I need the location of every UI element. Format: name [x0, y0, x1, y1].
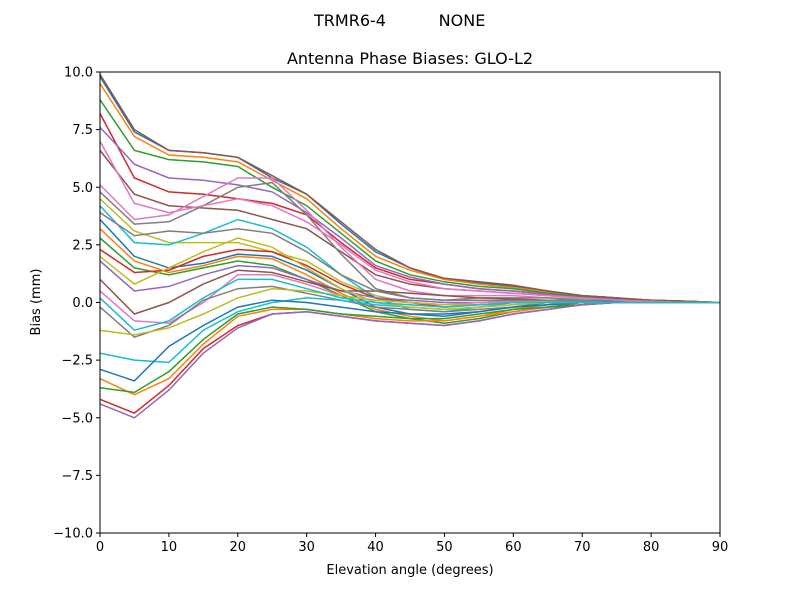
x-tick-label: 90	[712, 540, 729, 555]
series-lines	[99, 73, 721, 419]
series-line-30	[99, 278, 720, 332]
x-tick-label: 40	[367, 540, 384, 555]
y-tick-label: −5.0	[61, 411, 93, 426]
y-axis-label: Bias (mm)	[29, 269, 44, 336]
series-line-26	[99, 73, 721, 304]
y-tick-label: 5.0	[72, 181, 93, 196]
x-axis-label: Elevation angle (degrees)	[326, 563, 493, 578]
series-line-19	[99, 287, 720, 336]
y-tick-label: −7.5	[61, 469, 93, 484]
y-tick-label: 2.5	[72, 238, 93, 253]
x-axis: 0 10 20 30 40 50 60 70 80 90	[96, 533, 728, 555]
y-axis: −10.0 −7.5 −5.0 −2.5 0.0 2.5 5.0 7.5 10.0	[53, 66, 100, 542]
series-line-10	[99, 205, 720, 313]
x-tick-label: 70	[574, 540, 591, 555]
suptitle-left: TRMR6-4	[313, 11, 386, 30]
series-line-27	[99, 140, 720, 304]
chart-title: Antenna Phase Biases: GLO-L2	[287, 49, 533, 68]
x-tick-label: 80	[643, 540, 660, 555]
x-tick-label: 20	[230, 540, 247, 555]
y-tick-label: 10.0	[64, 66, 93, 81]
x-tick-label: 60	[505, 540, 522, 555]
x-tick-label: 10	[161, 540, 178, 555]
y-tick-label: −2.5	[61, 354, 93, 369]
y-tick-label: 7.5	[72, 123, 93, 138]
y-tick-label: 0.0	[72, 296, 93, 311]
x-tick-label: 0	[96, 540, 104, 555]
x-tick-label: 50	[436, 540, 453, 555]
series-line-3	[99, 99, 721, 304]
y-tick-label: −10.0	[53, 527, 93, 542]
series-line-13	[99, 237, 720, 324]
series-line-5	[99, 126, 721, 304]
x-tick-label: 30	[298, 540, 315, 555]
suptitle-right: NONE	[439, 11, 486, 30]
